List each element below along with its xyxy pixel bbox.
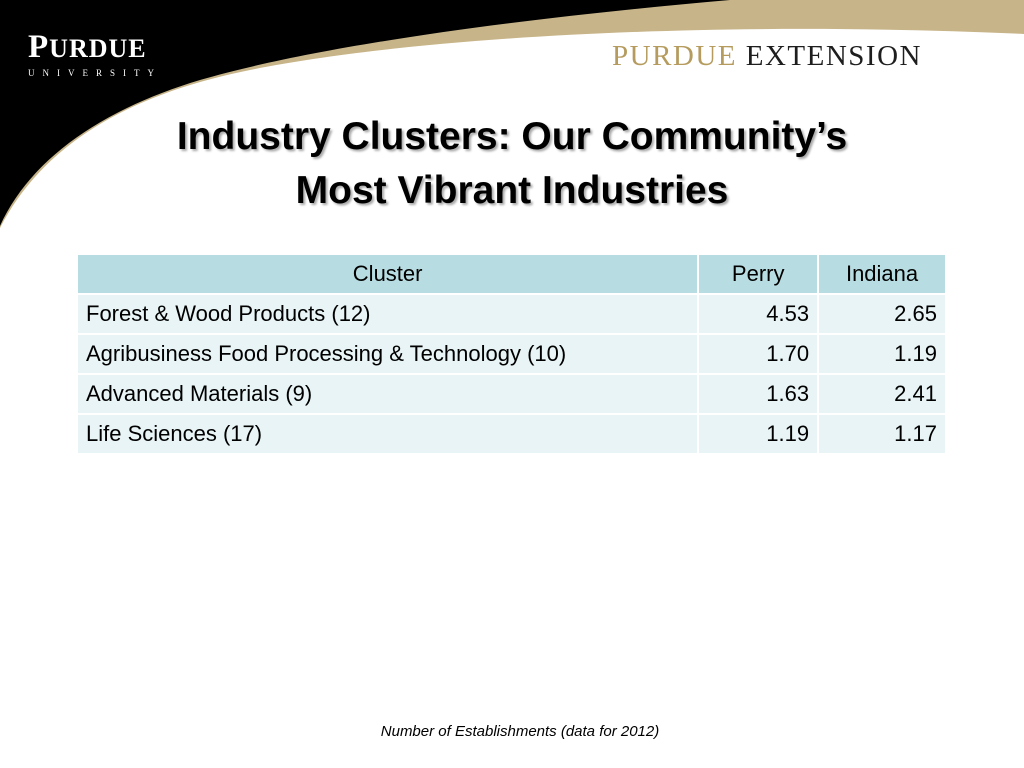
perry-cell: 4.53	[697, 293, 820, 335]
slide-title-line1: Industry Clusters: Our Community’s	[176, 115, 848, 158]
slide-title: Industry Clusters: Our Community’s Most …	[80, 110, 944, 218]
indiana-cell: 2.41	[817, 373, 947, 415]
purdue-wordmark: PURDUE	[28, 29, 147, 65]
cluster-cell: Forest & Wood Products (12)	[75, 293, 700, 335]
table-row: Forest & Wood Products (12) 4.53 2.65	[75, 293, 947, 335]
perry-cell: 1.70	[697, 333, 820, 375]
table-row: Life Sciences (17) 1.19 1.17	[75, 413, 947, 455]
indiana-cell: 1.19	[817, 333, 947, 375]
cluster-cell: Life Sciences (17)	[75, 413, 700, 455]
header-swoosh	[0, 0, 1024, 228]
table-row: Advanced Materials (9) 1.63 2.41	[75, 373, 947, 415]
purdue-extension-logo: PURDUE EXTENSION	[612, 40, 922, 73]
cluster-cell: Agribusiness Food Processing & Technolog…	[75, 333, 700, 375]
purdue-university-logo: PURDUE UNIVERSITY	[28, 30, 168, 78]
perry-cell: 1.19	[697, 413, 820, 455]
university-wordmark: UNIVERSITY	[28, 68, 162, 78]
extension-logo-extension: EXTENSION	[745, 40, 922, 72]
indiana-cell: 1.17	[817, 413, 947, 455]
table-header-row: Cluster Perry Indiana	[75, 253, 947, 295]
extension-logo-purdue: PURDUE	[612, 40, 738, 72]
industry-clusters-table: Cluster Perry Indiana Forest & Wood Prod…	[75, 253, 947, 455]
column-header-indiana: Indiana	[817, 253, 947, 295]
cluster-cell: Advanced Materials (9)	[75, 373, 700, 415]
perry-cell: 1.63	[697, 373, 820, 415]
slide-title-line2: Most Vibrant Industries	[295, 169, 729, 212]
table-row: Agribusiness Food Processing & Technolog…	[75, 333, 947, 375]
footnote: Number of Establishments (data for 2012)	[380, 723, 660, 740]
column-header-cluster: Cluster	[75, 253, 700, 295]
indiana-cell: 2.65	[817, 293, 947, 335]
column-header-perry: Perry	[697, 253, 820, 295]
